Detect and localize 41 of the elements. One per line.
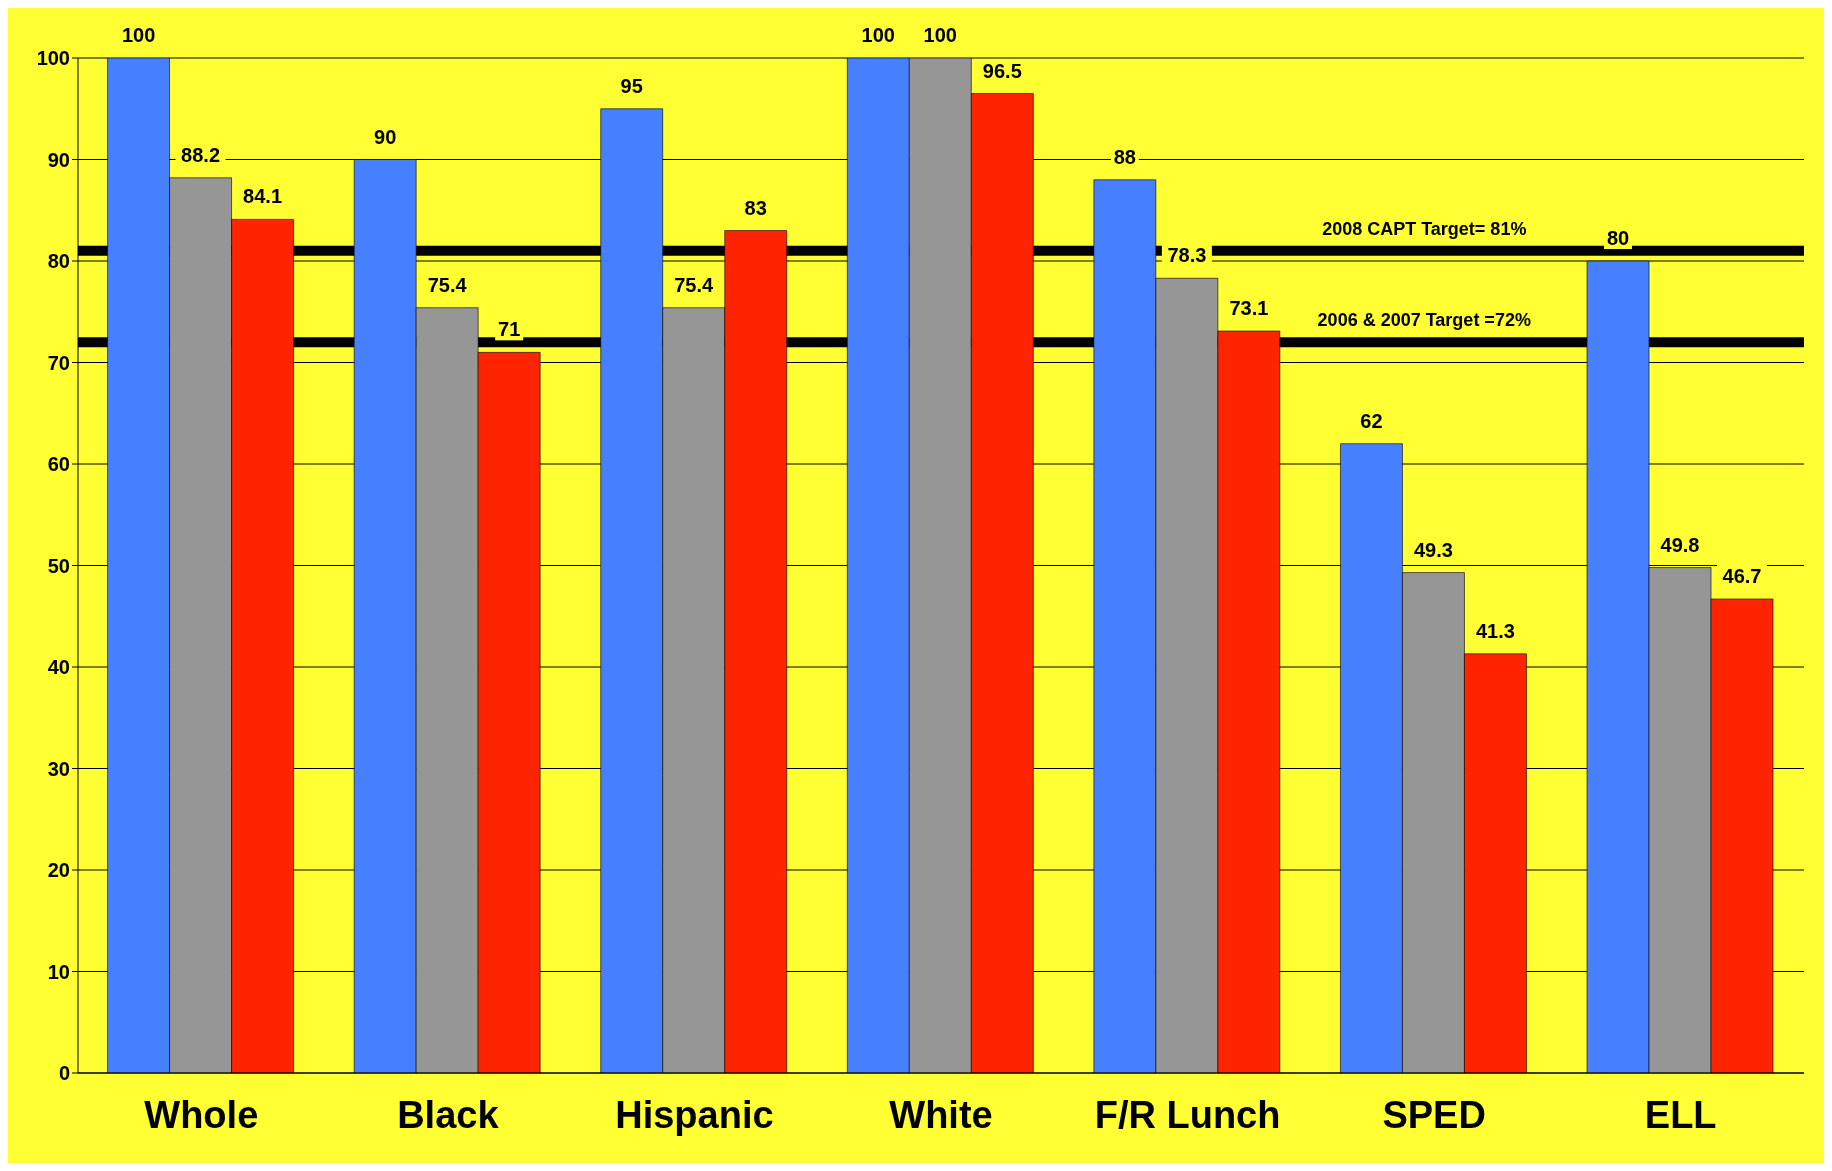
data-label: 88 [1113, 145, 1136, 168]
data-label: 49.3 [1413, 538, 1453, 561]
x-tick-label: Hispanic [615, 1093, 774, 1136]
x-tick-label: ELL [1644, 1093, 1717, 1136]
data-label: 95 [620, 74, 643, 97]
y-tick-label: 0 [58, 1062, 70, 1085]
data-label: 78.3 [1167, 244, 1207, 267]
ref-line-label: 2008 CAPT Target= 81% [1322, 218, 1527, 239]
y-tick-label: 10 [47, 960, 70, 983]
x-tick-label: White [889, 1093, 993, 1136]
data-label: 84.1 [243, 185, 283, 208]
y-tick-label: 100 [36, 47, 70, 70]
x-tick-label: F/R Lunch [1094, 1093, 1281, 1136]
data-label: 100 [861, 24, 895, 46]
data-label: 96.5 [982, 59, 1022, 82]
x-tick-label: SPED [1382, 1093, 1486, 1136]
data-label: 71 [498, 318, 521, 341]
data-label: 100 [121, 24, 156, 46]
data-label: 62 [1360, 409, 1383, 432]
data-label: 49.8 [1660, 533, 1700, 556]
y-tick-label: 30 [47, 757, 70, 780]
y-tick-label: 90 [47, 148, 70, 171]
y-tick-label: 50 [47, 554, 70, 577]
data-label: 83 [744, 196, 767, 219]
ref-line-label: 2006 & 2007 Target =72% [1317, 310, 1531, 331]
data-label: 46.7 [1722, 564, 1762, 587]
data-label: 75.4 [674, 273, 715, 296]
data-label: 75.4 [427, 273, 468, 296]
data-label: 73.1 [1229, 297, 1269, 320]
x-tick-label: Black [397, 1093, 500, 1136]
data-label: 100 [923, 24, 957, 46]
y-tick-label: 80 [47, 250, 70, 273]
y-tick-label: 20 [47, 859, 70, 882]
data-label: 41.3 [1475, 619, 1515, 642]
data-label: 80 [1606, 227, 1630, 249]
y-tick-label: 40 [47, 656, 70, 679]
y-tick-label: 60 [47, 453, 70, 476]
x-tick-label: Whole [144, 1093, 259, 1136]
data-label: 88.2 [181, 143, 221, 166]
data-label: 90 [374, 125, 397, 148]
y-tick-label: 70 [47, 351, 70, 374]
